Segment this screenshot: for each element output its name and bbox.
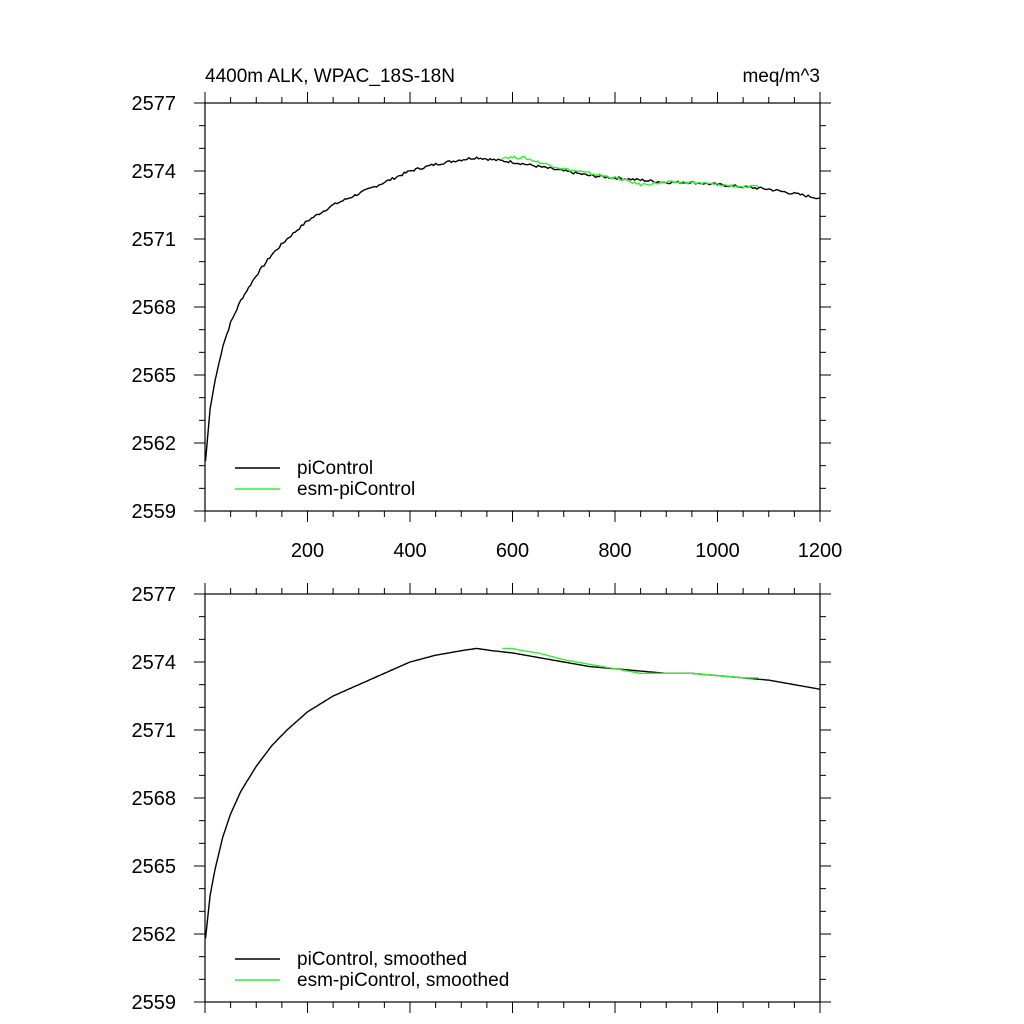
y-tick-label: 2571 [132, 229, 177, 251]
y-tick-label: 2568 [132, 788, 177, 810]
legend-label: esm-piControl, smoothed [297, 970, 509, 991]
y-tick-label: 2562 [132, 924, 177, 946]
y-tick-label: 2574 [132, 161, 177, 183]
plot-frame [204, 102, 821, 512]
x-tick-label: 200 [291, 540, 324, 562]
y-tick-label: 2565 [132, 365, 177, 387]
x-tick-label: 400 [393, 540, 426, 562]
legend-label: esm-piControl [297, 479, 415, 500]
y-tick-labels: 2559 2562 2565 2568 2571 2574 2577 [132, 93, 177, 523]
top-panel: 4400m ALK, WPAC_18S-18N meq/m^3 2559 2562… [132, 66, 843, 562]
y-tick-label: 2571 [132, 720, 177, 742]
y-tick-label: 2565 [132, 856, 177, 878]
series-line-esm-picontrol [501, 155, 759, 189]
y-tick-label: 2577 [132, 584, 177, 606]
series-line-picontrol [204, 156, 821, 462]
x-tick-label: 1200 [798, 540, 843, 562]
units-label: meq/m^3 [742, 66, 820, 87]
tick-marks [194, 583, 831, 1013]
y-tick-label: 2562 [132, 433, 177, 455]
plot-frame [204, 593, 821, 1003]
y-tick-label: 2559 [132, 501, 177, 523]
y-tick-label: 2577 [132, 93, 177, 115]
tick-marks [194, 92, 831, 522]
bottom-panel: 2559 2562 2565 2568 2571 2574 2577 piControl, … [132, 583, 831, 1014]
y-tick-label: 2568 [132, 297, 177, 319]
x-tick-label: 600 [496, 540, 529, 562]
chart-title: 4400m ALK, WPAC_18S-18N [205, 66, 455, 87]
series-line-picontrol-smoothed [204, 647, 821, 939]
y-tick-label: 2559 [132, 992, 177, 1014]
series-line-esm-picontrol-smoothed [502, 647, 759, 679]
y-tick-label: 2574 [132, 652, 177, 674]
y-tick-labels: 2559 2562 2565 2568 2571 2574 2577 [132, 584, 177, 1014]
x-tick-label: 1000 [695, 540, 740, 562]
x-tick-labels: 200 400 600 800 1000 1200 [291, 540, 842, 562]
series-lines [204, 155, 821, 462]
series-lines [204, 647, 821, 939]
legend-label: piControl [297, 458, 373, 479]
x-tick-label: 800 [598, 540, 631, 562]
legend-label: piControl, smoothed [297, 949, 467, 970]
